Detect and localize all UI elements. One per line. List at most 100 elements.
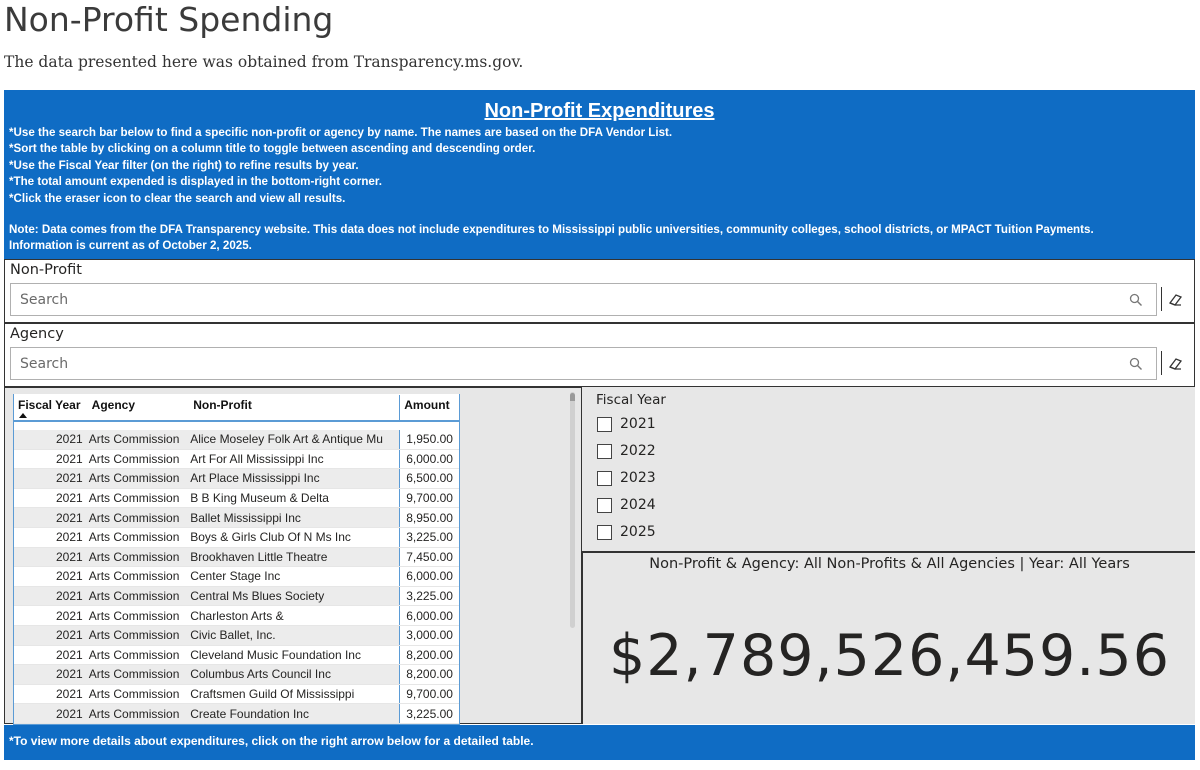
cell-fiscal-year: 2021 <box>55 530 83 545</box>
agency-search-box[interactable] <box>10 347 1157 380</box>
checkbox[interactable] <box>597 524 612 540</box>
checkbox[interactable] <box>597 416 612 432</box>
total-amount: $2,789,526,459.56 <box>609 623 1170 689</box>
column-header-amount[interactable]: Amount <box>399 395 459 420</box>
nonprofit-filter: Non-Profit <box>4 259 1195 323</box>
cell-fiscal-year: 2021 <box>55 471 83 486</box>
cell-amount: 8,200.00 <box>399 645 459 665</box>
cell-amount: 9,700.00 <box>399 684 459 704</box>
nonprofit-search-input[interactable] <box>11 284 1111 315</box>
agency-filter: Agency <box>4 323 1195 387</box>
cell-amount: 9,700.00 <box>399 488 459 508</box>
cell-fiscal-year: 2021 <box>55 687 83 702</box>
table-row[interactable]: 2021 Arts Commission Center Stage Inc 6,000… <box>14 567 459 587</box>
fiscal-year-option-label: 2021 <box>620 416 656 432</box>
fiscal-year-filter: Fiscal Year 2021 2022 2023 2024 2025 <box>582 387 1195 551</box>
cell-non-profit: Craftsmen Guild Of Mississippi <box>190 687 355 702</box>
cell-fiscal-year: 2021 <box>55 589 83 604</box>
table-header: Fiscal Year Agency Non-Profit Amount <box>14 394 459 422</box>
table-row[interactable]: 2021 Arts Commission Art For All Mississip… <box>14 449 459 470</box>
table-row[interactable]: 2021 Arts Commission Ballet Mississippi In… <box>14 508 459 528</box>
eraser-icon[interactable] <box>1161 287 1185 311</box>
results-area: Fiscal Year Agency Non-Profit Amount 202… <box>4 387 1195 725</box>
scroll-up-arrow[interactable] <box>570 393 575 401</box>
cell-fiscal-year: 2021 <box>55 647 83 662</box>
table-panel: Fiscal Year Agency Non-Profit Amount 202… <box>4 387 582 725</box>
data-note-line: Note: Data comes from the DFA Transparen… <box>9 223 1094 237</box>
agency-search-input[interactable] <box>11 348 1111 379</box>
checkbox[interactable] <box>597 470 612 486</box>
fiscal-year-option[interactable]: 2021 <box>597 416 656 432</box>
table-row[interactable]: 2021 Arts Commission Cleveland Music Found… <box>14 645 459 666</box>
data-note: Note: Data comes from the DFA Transparen… <box>4 222 1195 255</box>
cell-non-profit: Boys & Girls Club Of N Ms Inc <box>190 530 351 545</box>
table-row[interactable]: 2021 Arts Commission Art Place Mississippi… <box>14 469 459 489</box>
fiscal-year-option-label: 2024 <box>620 497 656 513</box>
instruction-line: *Use the search bar below to find a spec… <box>9 126 673 139</box>
cell-fiscal-year: 2021 <box>55 432 83 447</box>
cell-amount: 6,000.00 <box>399 449 459 469</box>
cell-non-profit: Charleston Arts & <box>190 608 284 623</box>
agency-filter-label: Agency <box>10 326 64 342</box>
table-row[interactable]: 2021 Arts Commission Charleston Arts & 6,00… <box>14 606 459 626</box>
fiscal-year-option[interactable]: 2024 <box>597 497 656 513</box>
table-row[interactable]: 2021 Arts Commission Civic Ballet, Inc. 3,0… <box>14 625 459 646</box>
cell-amount: 8,950.00 <box>399 508 459 527</box>
cell-non-profit: Art Place Mississippi Inc <box>190 471 320 486</box>
cell-fiscal-year: 2021 <box>55 491 83 506</box>
column-header-fiscal-year[interactable]: Fiscal Year <box>14 395 88 420</box>
cell-agency: Arts Commission <box>88 647 180 662</box>
checkbox[interactable] <box>597 443 612 459</box>
footer-banner: *To view more details about expenditures… <box>4 725 1195 760</box>
cell-amount: 7,450.00 <box>399 547 459 567</box>
cell-non-profit: Columbus Arts Council Inc <box>190 667 331 682</box>
eraser-icon[interactable] <box>1161 351 1185 375</box>
table-row[interactable]: 2021 Arts Commission Columbus Arts Council… <box>14 665 459 685</box>
nonprofit-search-box[interactable] <box>10 283 1157 316</box>
table-row[interactable]: 2021 Arts Commission Brookhaven Little The… <box>14 547 459 568</box>
table-row[interactable]: 2021 Arts Commission Craftsmen Guild Of Mi… <box>14 684 459 705</box>
table-row[interactable]: 2021 Arts Commission Alice Moseley Folk Ar… <box>14 430 459 450</box>
fiscal-year-option[interactable]: 2023 <box>597 470 656 486</box>
table-row[interactable]: 2021 Arts Commission Create Foundation Inc… <box>14 704 459 724</box>
cell-fiscal-year: 2021 <box>55 628 83 643</box>
cell-amount: 3,000.00 <box>399 625 459 645</box>
data-note-line: Information is current as of October 2, … <box>9 239 252 253</box>
checkbox[interactable] <box>597 497 612 513</box>
cell-agency: Arts Commission <box>88 549 180 564</box>
cell-non-profit: Central Ms Blues Society <box>190 589 325 604</box>
info-panel: Non-Profit Expenditures *Use the search … <box>4 90 1195 259</box>
column-header-agency[interactable]: Agency <box>91 398 136 412</box>
cell-non-profit: Center Stage Inc <box>190 569 281 584</box>
cell-non-profit: Civic Ballet, Inc. <box>190 628 276 643</box>
cell-amount: 3,225.00 <box>399 527 459 547</box>
fiscal-year-option-label: 2022 <box>620 443 656 459</box>
cell-agency: Arts Commission <box>88 471 180 486</box>
cell-amount: 6,000.00 <box>399 567 459 586</box>
total-card: Non-Profit & Agency: All Non-Profits & A… <box>582 551 1195 724</box>
cell-agency: Arts Commission <box>88 667 180 682</box>
table-row[interactable]: 2021 Arts Commission Boys & Girls Club Of … <box>14 527 459 548</box>
cell-agency: Arts Commission <box>88 491 180 506</box>
cell-agency: Arts Commission <box>88 432 180 447</box>
cell-non-profit: Create Foundation Inc <box>190 706 309 721</box>
cell-amount: 8,200.00 <box>399 665 459 684</box>
search-icon[interactable] <box>1129 293 1143 307</box>
fiscal-year-option[interactable]: 2025 <box>597 524 656 540</box>
table-scrollbar[interactable] <box>570 392 575 628</box>
nonprofit-filter-label: Non-Profit <box>10 262 82 278</box>
table-row[interactable]: 2021 Arts Commission B B King Museum & Del… <box>14 488 459 509</box>
cell-non-profit: B B King Museum & Delta <box>190 491 329 506</box>
fiscal-year-option[interactable]: 2022 <box>597 443 656 459</box>
cell-fiscal-year: 2021 <box>55 667 83 682</box>
cell-agency: Arts Commission <box>88 569 180 584</box>
cell-non-profit: Art For All Mississippi Inc <box>190 451 324 466</box>
table-row[interactable]: 2021 Arts Commission Central Ms Blues Soci… <box>14 586 459 607</box>
cell-fiscal-year: 2021 <box>55 510 83 525</box>
cell-fiscal-year: 2021 <box>55 608 83 623</box>
sort-ascending-icon <box>19 413 27 418</box>
search-icon[interactable] <box>1129 357 1143 371</box>
column-header-non-profit[interactable]: Non-Profit <box>193 398 252 412</box>
instruction-line: *Sort the table by clicking on a column … <box>9 142 536 156</box>
instruction-line: *Click the eraser icon to clear the sear… <box>9 191 346 205</box>
